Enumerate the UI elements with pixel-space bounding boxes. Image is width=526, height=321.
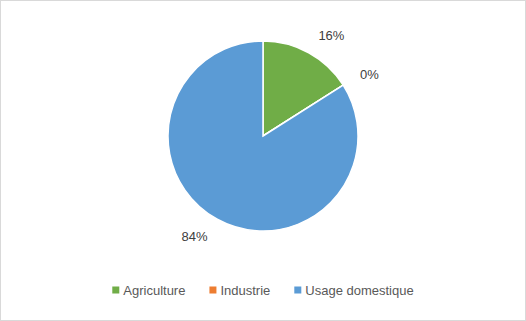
data-label: 84%	[182, 229, 208, 244]
pie-slices	[168, 41, 358, 231]
data-labels: 16% 0% 84%	[182, 28, 380, 245]
chart: 16% 0% 84% Agriculture Industrie Usage domest…	[0, 0, 526, 321]
legend-swatch	[294, 287, 301, 294]
legend-label: Usage domestique	[305, 283, 413, 298]
legend-label: Industrie	[220, 283, 270, 298]
legend-item: Industrie	[209, 283, 270, 298]
legend-item: Agriculture	[112, 283, 185, 298]
legend-label: Agriculture	[123, 283, 185, 298]
legend-item: Usage domestique	[294, 283, 413, 298]
legend: Agriculture Industrie Usage domestique	[112, 283, 413, 298]
data-label: 0%	[360, 67, 379, 82]
pie-slice	[168, 41, 358, 231]
data-label: 16%	[318, 28, 344, 43]
legend-swatch	[112, 287, 119, 294]
chart-frame	[1, 1, 526, 321]
legend-swatch	[209, 287, 216, 294]
